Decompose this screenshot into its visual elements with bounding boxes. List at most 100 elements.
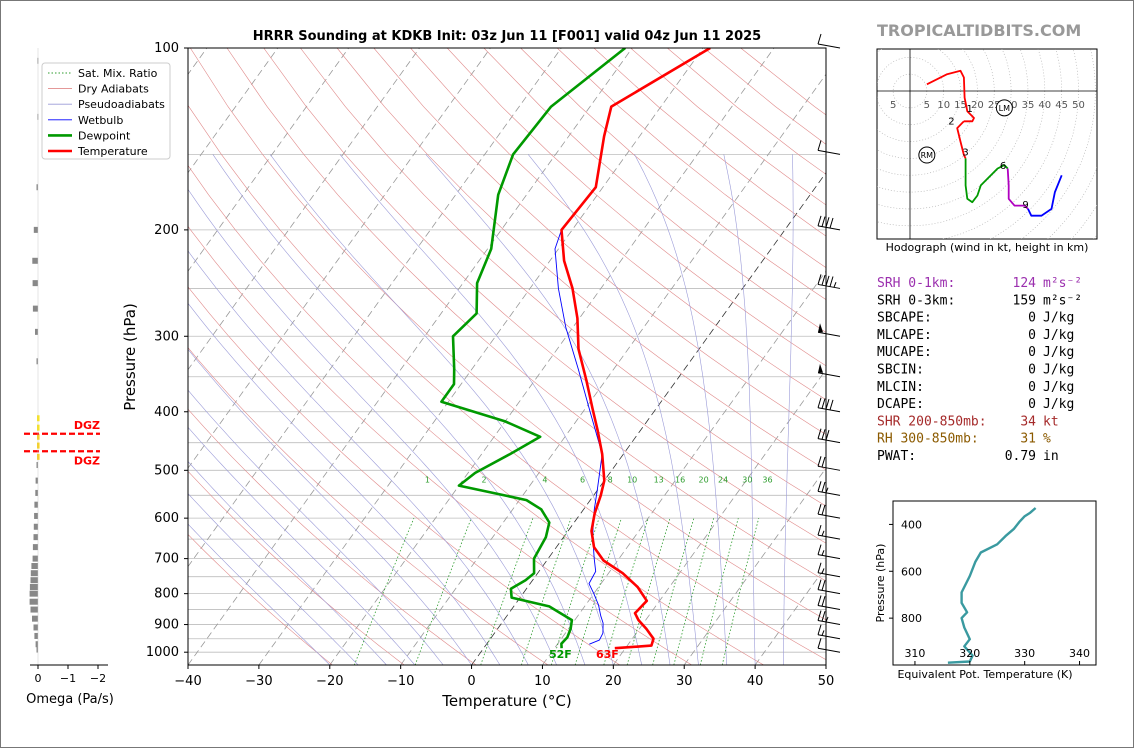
hodograph-ring-label: 45 — [1055, 100, 1068, 111]
dewpoint-profile — [440, 48, 627, 649]
param-name: MUCAPE: — [877, 345, 932, 360]
mixing-ratio-line — [574, 518, 622, 665]
omega-panel: DGZ DGZ 0 −1 −2 — [24, 48, 108, 685]
rm-marker — [918, 146, 936, 164]
param-name: MLCIN: — [877, 380, 924, 395]
param-unit: in — [1043, 449, 1059, 464]
dry-adiabat — [740, 48, 826, 116]
barb-shaft — [817, 620, 841, 626]
pseudoadiabat — [188, 523, 331, 665]
hodograph-trace — [926, 69, 975, 123]
wind-barb — [817, 544, 841, 560]
barb-shaft — [817, 372, 841, 378]
mixing-ratio-line — [480, 518, 534, 665]
mixing-ratio-label: 20 — [698, 476, 708, 485]
omega-bar — [34, 501, 38, 508]
barb-full — [817, 595, 822, 606]
hodograph-frame — [876, 48, 1098, 240]
param-value: 0.79 — [1005, 449, 1036, 464]
theta-x-tick-label: 320 — [959, 647, 980, 660]
barb-full — [817, 579, 822, 590]
mixing-ratio-label: 8 — [608, 476, 613, 485]
wind-barb — [817, 428, 841, 444]
mixing-ratio-label: 2 — [482, 476, 487, 485]
wind-barb — [817, 481, 841, 496]
param-unit: m²s⁻² — [1043, 293, 1082, 308]
param-unit: kt — [1043, 414, 1059, 429]
wind-barb — [817, 33, 841, 49]
barb-full — [817, 33, 822, 45]
dry-adiabat — [336, 48, 826, 471]
mixing-ratio-line — [414, 518, 472, 665]
y-tick-label: 200 — [154, 223, 179, 238]
barb-full — [817, 481, 822, 492]
wind-barb — [817, 215, 841, 231]
hodograph: 5510152025303540455012369LMRM — [877, 49, 1097, 239]
omega-bar — [33, 226, 38, 233]
x-axis-label: Temperature (°C) — [441, 692, 571, 710]
param-value: 34 — [1020, 414, 1036, 429]
omega-bar — [36, 358, 38, 365]
wind-barb — [817, 610, 841, 626]
barb-shaft — [817, 513, 841, 519]
omega-bar — [34, 512, 38, 519]
pseudoadiabat — [188, 426, 416, 665]
hodograph-caption: Hodograph (wind in kt, height in km) — [886, 241, 1089, 254]
omega-bar — [36, 462, 38, 469]
dry-adiabat — [520, 48, 826, 301]
param-value: 0 — [1028, 345, 1036, 360]
pseudoadiabat — [212, 154, 586, 665]
param-unit: J/kg — [1043, 380, 1074, 395]
omega-bar — [32, 544, 38, 551]
theta-e-frame — [892, 500, 1097, 666]
barb-shaft — [817, 149, 841, 155]
barb-half — [821, 568, 825, 574]
omega-title: Omega (Pa/s) — [26, 692, 114, 707]
param-name: DCAPE: — [877, 397, 924, 412]
barb-full — [817, 624, 822, 635]
skewt-profiles — [440, 48, 711, 650]
wind-barb — [817, 504, 841, 519]
barb-full — [825, 217, 830, 228]
x-tick-label: 50 — [818, 674, 835, 689]
barb-flag — [818, 363, 823, 373]
param-value: 0 — [1028, 328, 1036, 343]
dgz-label: DGZ — [74, 454, 100, 467]
barb-shaft — [817, 554, 841, 560]
omega-bar — [35, 328, 38, 335]
x-tick-label: −20 — [316, 674, 343, 689]
y-tick-label: 600 — [154, 511, 179, 526]
hodograph-ring-label: 40 — [1038, 100, 1051, 111]
lm-marker — [995, 99, 1013, 117]
dgz-label: DGZ — [74, 419, 100, 432]
mixing-ratio-label: 1 — [425, 476, 430, 485]
omega-bar — [36, 646, 38, 653]
isotherm-line — [683, 467, 826, 665]
barb-half — [821, 530, 825, 537]
theta-y-tick-label: 600 — [901, 565, 922, 578]
omega-bar — [35, 641, 38, 648]
mixing-ratio-label: 13 — [654, 476, 664, 485]
hodograph-height-label: 6 — [1000, 161, 1006, 172]
barb-flag — [818, 323, 823, 333]
barb-full — [821, 429, 826, 440]
isotherm-line — [188, 48, 350, 272]
dry-adiabat — [188, 408, 477, 665]
hodograph-ring-label: 35 — [1022, 100, 1035, 111]
barb-full — [817, 274, 822, 285]
theta-x-tick-label: 310 — [904, 647, 925, 660]
mixing-ratio-label: 24 — [718, 476, 728, 485]
mixing-ratio-line — [652, 518, 695, 665]
y-tick-label: 900 — [154, 618, 179, 633]
barb-shaft — [817, 534, 841, 540]
wind-barb — [817, 323, 841, 337]
omega-bar — [33, 534, 38, 541]
wind-barb — [817, 274, 841, 289]
x-tick-label: 0 — [467, 674, 475, 689]
dry-adiabat — [188, 347, 549, 665]
mixing-ratio-line — [699, 518, 739, 665]
dry-adiabat — [188, 225, 692, 665]
hodograph-height-label: 9 — [1022, 200, 1028, 211]
param-value: 0 — [1028, 397, 1036, 412]
omega-bar — [30, 606, 38, 613]
